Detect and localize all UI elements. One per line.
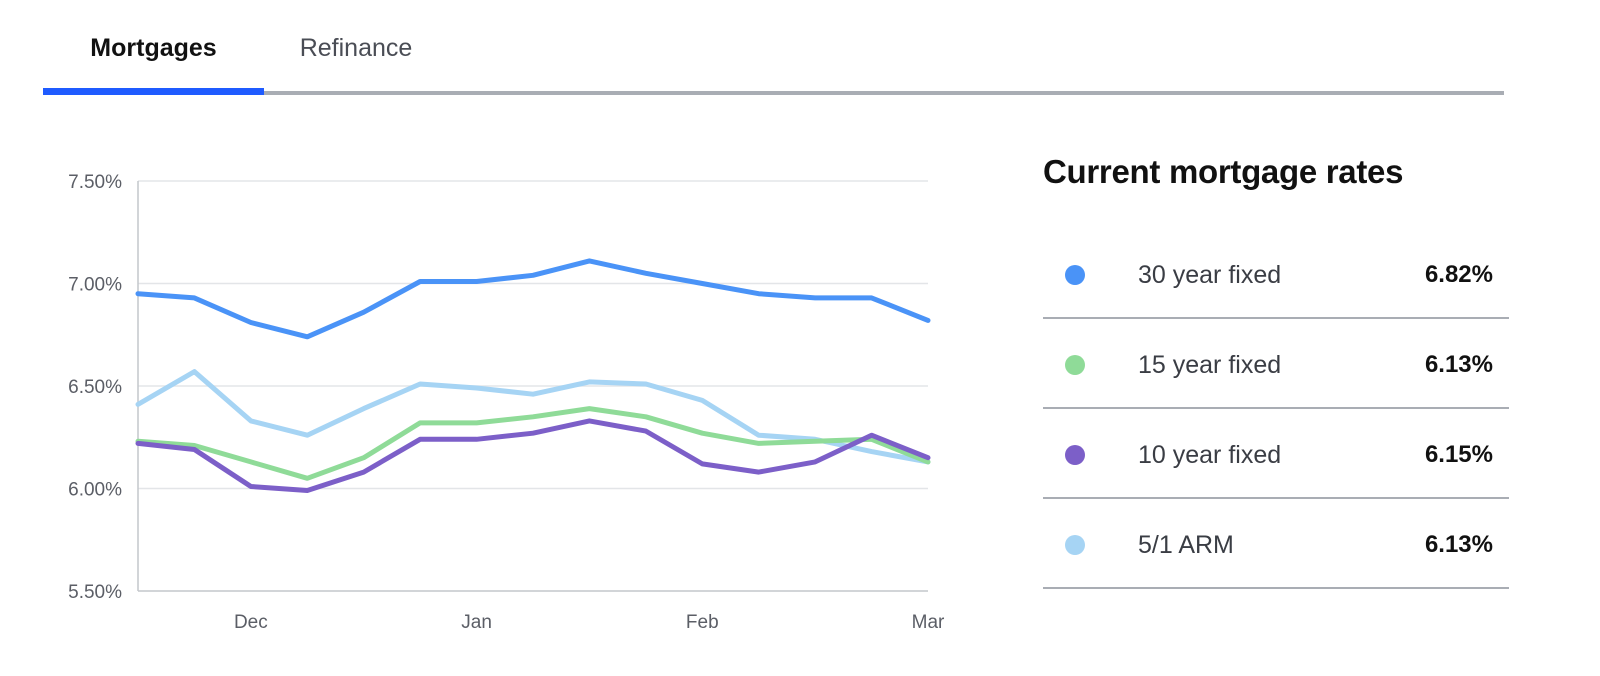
series-line-5-1-arm bbox=[135, 369, 931, 465]
chart-series bbox=[135, 258, 931, 493]
active-tab-indicator bbox=[43, 88, 264, 95]
y-tick-label: 6.00% bbox=[68, 480, 122, 501]
legend-dot-icon bbox=[1065, 535, 1085, 555]
rate-value: 6.82% bbox=[1424, 261, 1493, 288]
y-tick-label: 7.00% bbox=[68, 275, 122, 296]
tabs-divider bbox=[43, 91, 1504, 95]
rate-label: 10 year fixed bbox=[1138, 441, 1282, 469]
legend-dot-icon bbox=[1065, 265, 1085, 285]
x-tick-label: Mar bbox=[912, 612, 945, 633]
legend-dot-icon bbox=[1065, 355, 1085, 375]
rate-row-10-year-fixed: 10 year fixed 6.15% bbox=[1043, 409, 1509, 499]
chart-axes: 7.50% 7.00% 6.50% 6.00% 5.50% Dec Jan Feb Mar bbox=[68, 172, 945, 633]
x-tick-label: Feb bbox=[686, 612, 719, 633]
rate-row-15-year-fixed: 15 year fixed 6.13% bbox=[1043, 319, 1509, 409]
rate-value: 6.13% bbox=[1424, 351, 1493, 378]
series-line-15-year-fixed bbox=[135, 406, 931, 481]
y-tick-label: 5.50% bbox=[68, 582, 122, 603]
chart-svg: 7.50% 7.00% 6.50% 6.00% 5.50% Dec Jan Feb Mar bbox=[68, 172, 945, 633]
rate-value: 6.15% bbox=[1424, 441, 1493, 468]
rate-row-5-1-arm: 5/1 ARM 6.13% bbox=[1043, 499, 1509, 589]
tab-mortgages-label: Mortgages bbox=[90, 34, 217, 62]
rate-value: 6.13% bbox=[1424, 531, 1493, 558]
rates-line-chart: 7.50% 7.00% 6.50% 6.00% 5.50% Dec Jan Feb Mar bbox=[40, 150, 960, 640]
tab-refinance-label: Refinance bbox=[299, 34, 413, 62]
x-tick-label: Dec bbox=[234, 612, 268, 633]
panel-title: Current mortgage rates bbox=[1043, 153, 1404, 190]
tab-mortgages[interactable]: Mortgages bbox=[43, 36, 264, 95]
series-line-30-year-fixed bbox=[135, 258, 931, 340]
tab-refinance[interactable]: Refinance bbox=[281, 36, 431, 95]
y-tick-label: 7.50% bbox=[68, 172, 122, 193]
current-rates-panel: Current mortgage rates 30 year fixed 6.8… bbox=[1043, 152, 1509, 589]
rate-tabs: Mortgages Refinance bbox=[43, 0, 1504, 98]
x-tick-label: Jan bbox=[461, 612, 492, 633]
rate-label: 15 year fixed bbox=[1138, 351, 1282, 379]
rate-label: 5/1 ARM bbox=[1138, 531, 1234, 559]
chart-grid bbox=[138, 180, 928, 592]
rate-label: 30 year fixed bbox=[1138, 261, 1282, 289]
series-line-10-year-fixed bbox=[135, 418, 931, 493]
legend-dot-icon bbox=[1065, 445, 1085, 465]
y-tick-label: 6.50% bbox=[68, 377, 122, 398]
rate-row-30-year-fixed: 30 year fixed 6.82% bbox=[1043, 229, 1509, 319]
